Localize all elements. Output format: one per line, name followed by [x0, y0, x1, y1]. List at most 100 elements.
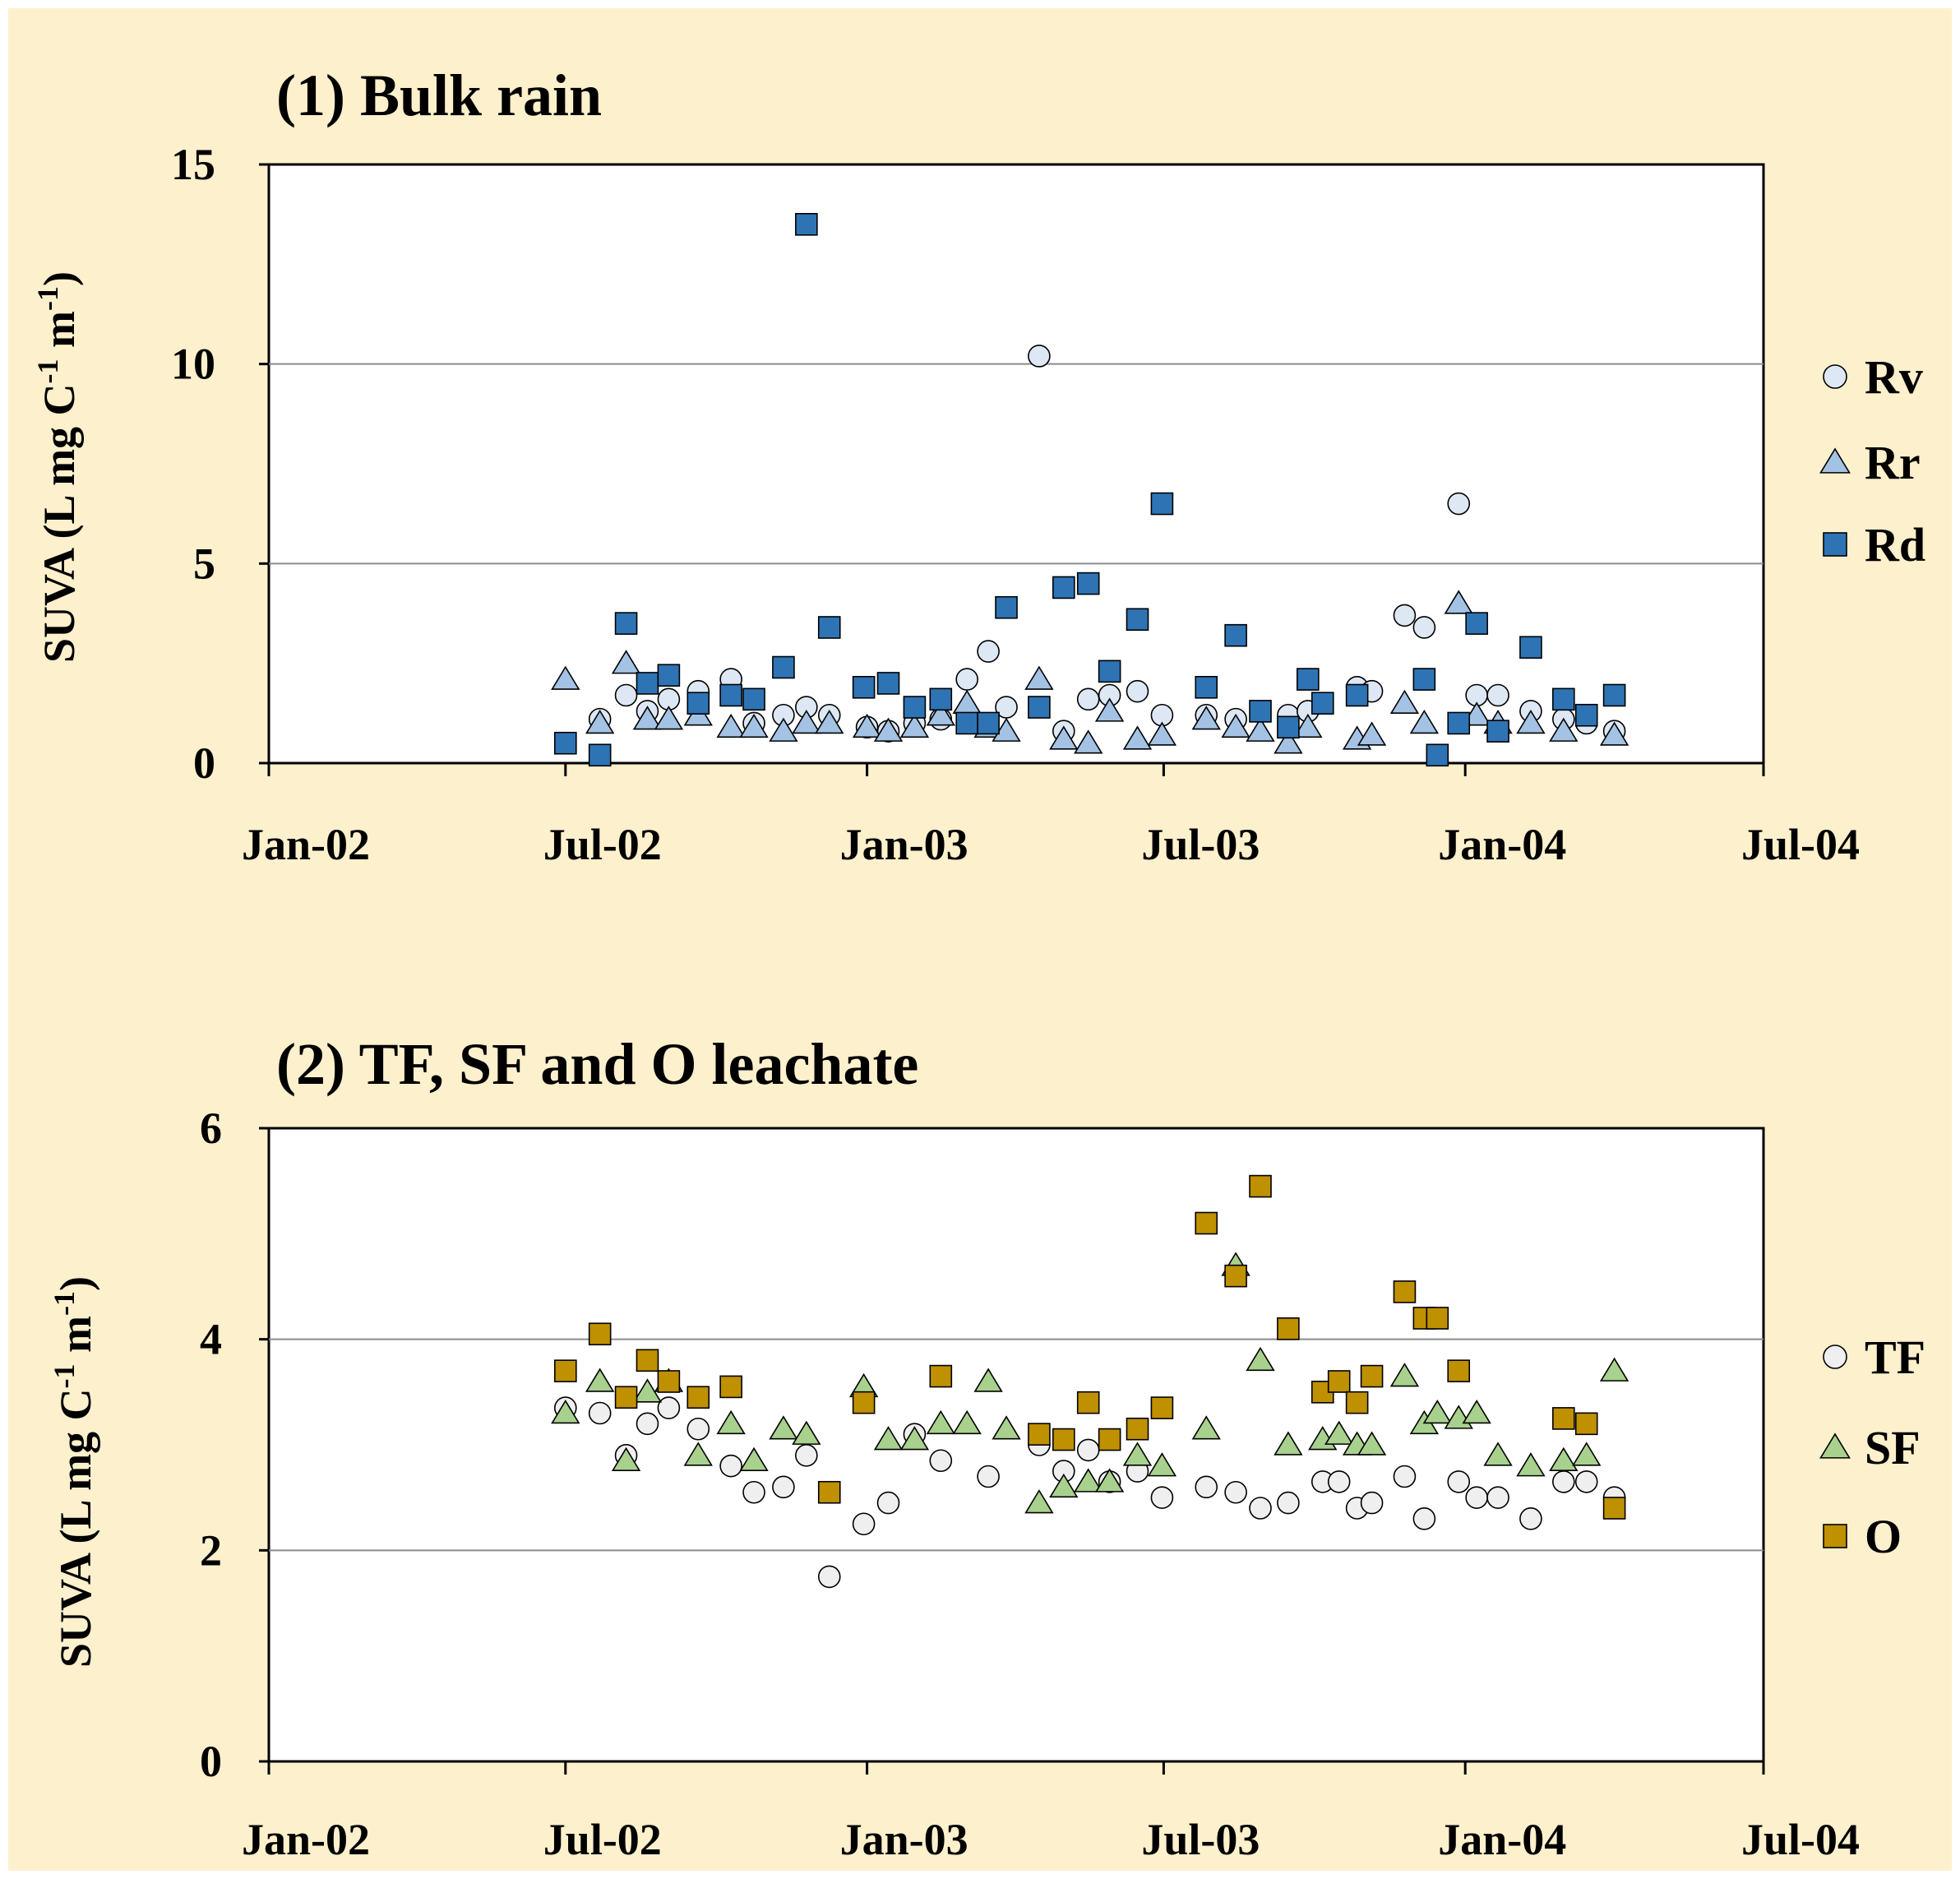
data-point-tf	[1552, 1470, 1575, 1493]
data-point-rd	[1465, 612, 1488, 635]
data-point-sf	[973, 1368, 1003, 1392]
legend: TF SF O	[1819, 1331, 1925, 1563]
legend-label-o: O	[1865, 1510, 1902, 1563]
data-point-o	[817, 1480, 841, 1504]
data-point-sf	[992, 1415, 1021, 1440]
axis-ticks	[259, 163, 1765, 776]
data-point-rd	[686, 692, 710, 715]
tick-labels: 0 5 10 15 Jan-02 Jul-02 Jan-03 Jul-03 Jan-04 Jul-…	[171, 140, 1860, 869]
data-point-tf	[1224, 1480, 1247, 1504]
data-point-rd	[995, 595, 1018, 619]
data-point-o	[719, 1375, 742, 1399]
data-point-rr	[1599, 721, 1629, 746]
data-point-rv	[614, 683, 638, 707]
data-point-sf	[1122, 1442, 1153, 1466]
data-point-rr	[1462, 701, 1491, 726]
legend-label-rv: Rv	[1865, 350, 1923, 404]
legend-label-rd: Rd	[1865, 518, 1925, 572]
data-point-rd	[1126, 608, 1149, 632]
x-tick-label: Jan-04	[1438, 1815, 1566, 1864]
data-point-o	[1345, 1391, 1369, 1414]
data-point-tf	[876, 1491, 900, 1515]
data-point-rd	[1519, 636, 1542, 660]
chart-title: (2) TF, SF and O leachate	[276, 1031, 918, 1097]
data-point-rr	[1274, 729, 1303, 754]
chart-title: (1) Bulk rain	[276, 62, 602, 128]
data-point-tf	[657, 1396, 681, 1419]
data-point-tf	[977, 1465, 1000, 1488]
data-point-o	[1552, 1407, 1575, 1430]
data-point-rr	[1122, 725, 1153, 750]
gridlines	[269, 1338, 1764, 1552]
data-point-rr	[1049, 725, 1079, 750]
data-point-rd	[1028, 696, 1051, 719]
data-point-rr	[1221, 713, 1250, 738]
data-point-rd	[1098, 660, 1121, 683]
data-point-tf	[929, 1449, 953, 1473]
data-point-tf	[742, 1480, 765, 1504]
data-point-tf	[1249, 1497, 1272, 1520]
data-point-rr	[1024, 665, 1054, 690]
legend-marker-tf	[1823, 1344, 1847, 1369]
data-point-tf	[1412, 1507, 1436, 1530]
data-point-sf	[899, 1426, 930, 1451]
data-point-tf	[686, 1417, 710, 1441]
data-point-rr	[1549, 717, 1579, 742]
data-point-rd	[1150, 492, 1174, 516]
data-point-rr	[1389, 689, 1420, 714]
data-point-rv	[1126, 679, 1149, 703]
data-point-rr	[611, 650, 641, 674]
data-point-o	[1574, 1412, 1598, 1436]
data-point-o	[1098, 1428, 1121, 1451]
data-point-tf	[1393, 1465, 1417, 1488]
data-point-o	[1447, 1359, 1471, 1382]
data-point-o	[588, 1322, 612, 1346]
data-point-rd	[1486, 720, 1509, 743]
data-point-rd	[1052, 576, 1075, 599]
data-point-rr	[815, 709, 844, 734]
data-point-tf	[1076, 1438, 1100, 1462]
data-point-rd	[1195, 675, 1218, 699]
data-point-o	[1426, 1307, 1449, 1330]
x-tick-label: Jan-03	[840, 1815, 968, 1864]
x-tick-label: Jul-03	[1141, 820, 1260, 869]
data-point-o	[1602, 1497, 1626, 1520]
legend: Rv Rr Rd	[1819, 350, 1925, 572]
data-point-sf	[683, 1442, 713, 1466]
data-point-tf	[1150, 1486, 1174, 1509]
y-tick-label: 2	[200, 1525, 222, 1575]
data-point-rd	[1552, 687, 1575, 711]
legend-label-rr: Rr	[1865, 436, 1921, 489]
data-point-rr	[992, 717, 1021, 742]
data-point-rr	[1516, 709, 1546, 734]
legend-marker-sf	[1819, 1432, 1851, 1459]
data-point-o	[657, 1370, 681, 1393]
data-point-rr	[739, 713, 769, 738]
data-point-rd	[1412, 668, 1436, 691]
data-point-tf	[636, 1412, 659, 1436]
data-point-rd	[929, 687, 953, 711]
x-tick-label: Jul-04	[1741, 1815, 1860, 1864]
data-point-sf	[769, 1415, 798, 1440]
x-tick-label: Jul-03	[1141, 1815, 1260, 1864]
data-point-rd	[1311, 692, 1334, 715]
data-point-rr	[654, 706, 684, 730]
data-point-rr	[873, 717, 904, 742]
data-markers	[551, 1174, 1629, 1589]
x-tick-label: Jul-02	[543, 1815, 662, 1864]
data-point-rv	[1393, 604, 1417, 627]
data-point-sf	[585, 1368, 615, 1392]
data-point-rv	[1412, 616, 1436, 639]
y-axis-label: SUVA (L mg C-1 m-1)	[48, 1276, 100, 1668]
data-point-tf	[719, 1454, 742, 1478]
data-point-rd	[1297, 668, 1320, 691]
data-point-rr	[1191, 706, 1221, 730]
chart-panel-bulk-rain: (1) Bulk rain 0 5 10 15 Jan-02 Jul-02 Jan-03 Ju…	[31, 62, 1925, 869]
data-point-sf	[1357, 1431, 1387, 1456]
data-point-sf	[1572, 1442, 1602, 1466]
data-point-sf	[926, 1409, 955, 1435]
data-point-rd	[657, 664, 681, 687]
data-point-sf	[1024, 1489, 1054, 1514]
data-point-o	[1393, 1280, 1417, 1303]
y-tick-label: 6	[200, 1104, 222, 1153]
